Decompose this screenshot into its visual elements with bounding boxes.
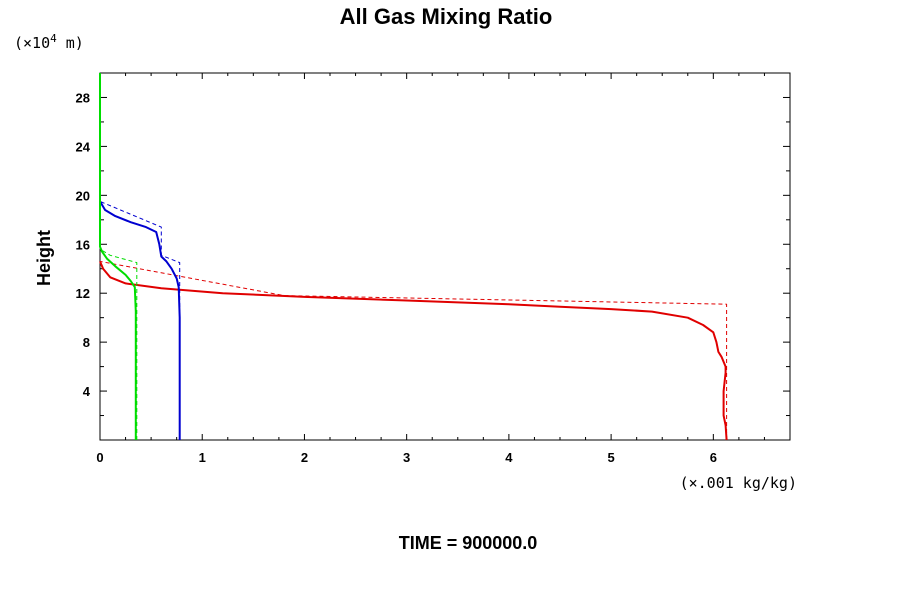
x-tick-label: 1: [199, 450, 206, 465]
x-tick-label: 4: [505, 450, 513, 465]
y-unit-suffix: m): [57, 34, 84, 52]
series-line-3-solid: [99, 200, 181, 440]
series-line-1-solid: [99, 261, 728, 441]
series-line-5-solid: [99, 73, 137, 440]
y-axis-label: Height: [34, 230, 54, 286]
chart-title: All Gas Mixing Ratio: [340, 4, 553, 29]
series-line-4-dashed: [99, 200, 181, 440]
y-unit-prefix: (×10: [14, 34, 50, 52]
x-axis-unit: (×.001 kg/kg): [680, 474, 797, 492]
plot-frame: [99, 72, 791, 441]
y-tick-label: 4: [83, 384, 91, 399]
x-tick-label: 6: [710, 450, 717, 465]
y-tick-label: 20: [76, 188, 90, 203]
y-tick-label: 28: [76, 90, 90, 105]
x-tick-label: 0: [96, 450, 103, 465]
x-tick-label: 5: [607, 450, 614, 465]
x-tick-label: 3: [403, 450, 410, 465]
series-layer: [99, 73, 728, 441]
y-tick-label: 12: [76, 286, 90, 301]
y-tick-label: 8: [83, 335, 90, 350]
y-tick-label: 16: [76, 237, 90, 252]
y-tick-label: 24: [76, 139, 91, 154]
series-line-6-dashed: [99, 248, 138, 440]
y-unit-exponent: 4: [50, 32, 57, 45]
time-label: TIME = 900000.0: [399, 533, 538, 553]
series-line-2-dashed: [99, 260, 728, 440]
y-axis-unit: (×104 m): [14, 32, 84, 52]
x-tick-label: 2: [301, 450, 308, 465]
